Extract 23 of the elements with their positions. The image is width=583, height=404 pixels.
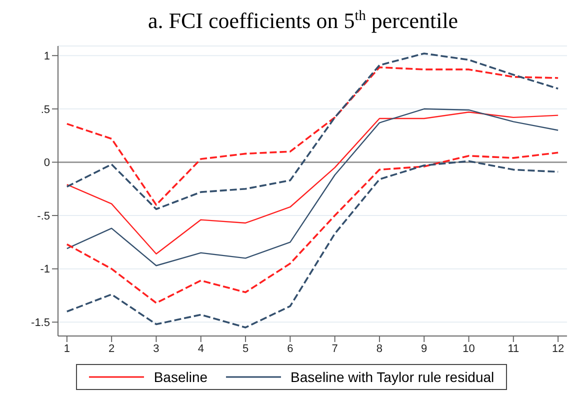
chart-title: a. FCI coefficients on 5$^{th}$ percentile [148,8,458,33]
y-tick-label: -.5 [37,210,50,222]
y-tick-label: .5 [40,104,50,116]
x-tick-label: 12 [552,342,564,355]
x-tick-label: 10 [462,342,475,355]
line-series [66,160,559,328]
legend-label: Baseline with Taylor rule residual [290,369,494,385]
y-tick-label: -1.5 [31,317,50,330]
x-tick-label: 8 [376,342,383,355]
y-tick-label: 0 [44,157,50,170]
x-tick-label: 2 [108,342,115,355]
x-tick-label: 9 [421,342,428,355]
x-tick-label: 4 [198,342,204,355]
x-tick-label: 1 [64,342,70,355]
x-tick-label: 11 [508,342,520,355]
line-series [66,152,559,304]
x-tick-label: 3 [153,342,160,355]
x-tick-label: 6 [287,342,294,355]
y-tick-label: 1 [44,50,50,62]
y-tick-label: -1 [40,264,50,276]
legend-label: Baseline [154,369,208,385]
x-tick-label: 7 [332,342,338,355]
x-tick-label: 5 [242,342,249,355]
